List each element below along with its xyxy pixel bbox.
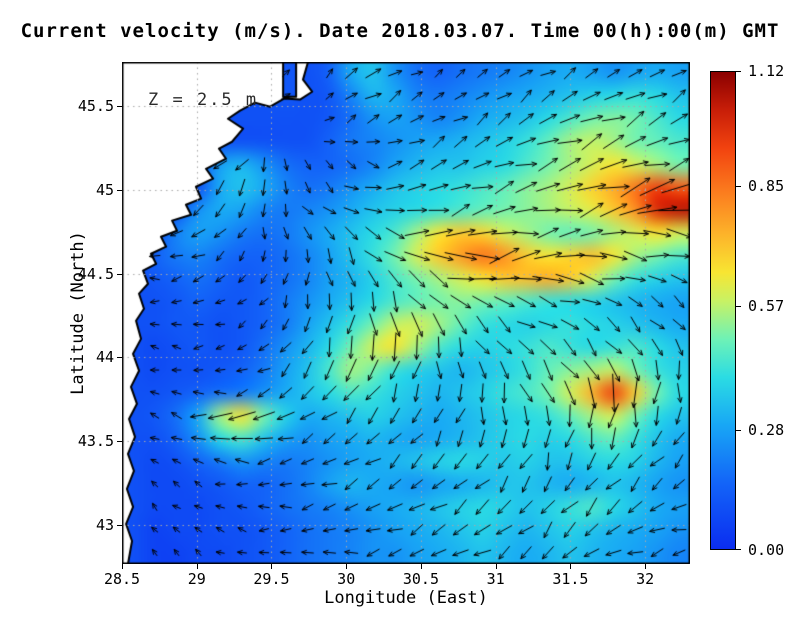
velocity-map-canvas bbox=[122, 62, 690, 564]
colorbar-tick-mark bbox=[736, 430, 741, 432]
x-tick-label: 31.5 bbox=[552, 570, 589, 588]
y-tick-mark bbox=[117, 525, 122, 527]
x-tick-mark bbox=[122, 564, 123, 569]
x-tick-label: 28.5 bbox=[103, 570, 141, 588]
x-tick-label: 29.5 bbox=[253, 570, 290, 588]
y-tick-mark bbox=[117, 105, 122, 107]
x-tick-mark bbox=[645, 564, 647, 569]
x-tick-mark bbox=[495, 564, 497, 569]
x-axis-label: Longitude (East) bbox=[324, 588, 488, 608]
colorbar-tick-mark bbox=[736, 186, 741, 188]
colorbar-gradient bbox=[710, 71, 736, 550]
x-tick-label: 30.5 bbox=[402, 570, 439, 588]
colorbar-tick-label: 0.85 bbox=[748, 177, 785, 196]
chart-title: Current velocity (m/s). Date 2018.03.07.… bbox=[20, 20, 780, 42]
y-tick-label: 45.5 bbox=[77, 96, 114, 115]
y-tick-mark bbox=[117, 273, 122, 275]
colorbar: 0.00 0.28 0.57 0.85 1.12 bbox=[710, 64, 784, 558]
x-tick-mark bbox=[271, 564, 273, 569]
y-tick-mark bbox=[117, 189, 122, 191]
y-tick-mark bbox=[117, 441, 122, 443]
y-axis-label: Latitude (North) bbox=[68, 231, 88, 395]
y-tick-label: 44.5 bbox=[77, 264, 114, 283]
x-tick-mark bbox=[570, 564, 572, 569]
colorbar-tick-label: 0.57 bbox=[748, 297, 785, 316]
y-tick-label: 43.5 bbox=[77, 432, 114, 451]
colorbar-tick-mark bbox=[736, 549, 741, 550]
y-tick-mark bbox=[117, 357, 122, 359]
x-tick-label: 30 bbox=[337, 570, 356, 588]
x-tick-label: 31 bbox=[486, 570, 505, 588]
colorbar-tick-label: 0.28 bbox=[748, 421, 785, 440]
colorbar-tick-label: 1.12 bbox=[748, 62, 785, 80]
y-tick-label: 44 bbox=[95, 348, 114, 367]
x-tick-label: 32 bbox=[636, 570, 655, 588]
colorbar-tick-mark bbox=[736, 306, 741, 308]
y-tick-label: 43 bbox=[95, 516, 114, 535]
x-tick-mark bbox=[196, 564, 198, 569]
x-tick-mark bbox=[420, 564, 422, 569]
x-tick-mark bbox=[346, 564, 348, 569]
x-tick-label: 29 bbox=[187, 570, 206, 588]
y-tick-label: 45 bbox=[95, 180, 114, 199]
depth-annotation: Z = 2.5 m bbox=[148, 90, 259, 110]
colorbar-tick-mark bbox=[736, 71, 741, 72]
colorbar-tick-label: 0.00 bbox=[748, 541, 785, 559]
